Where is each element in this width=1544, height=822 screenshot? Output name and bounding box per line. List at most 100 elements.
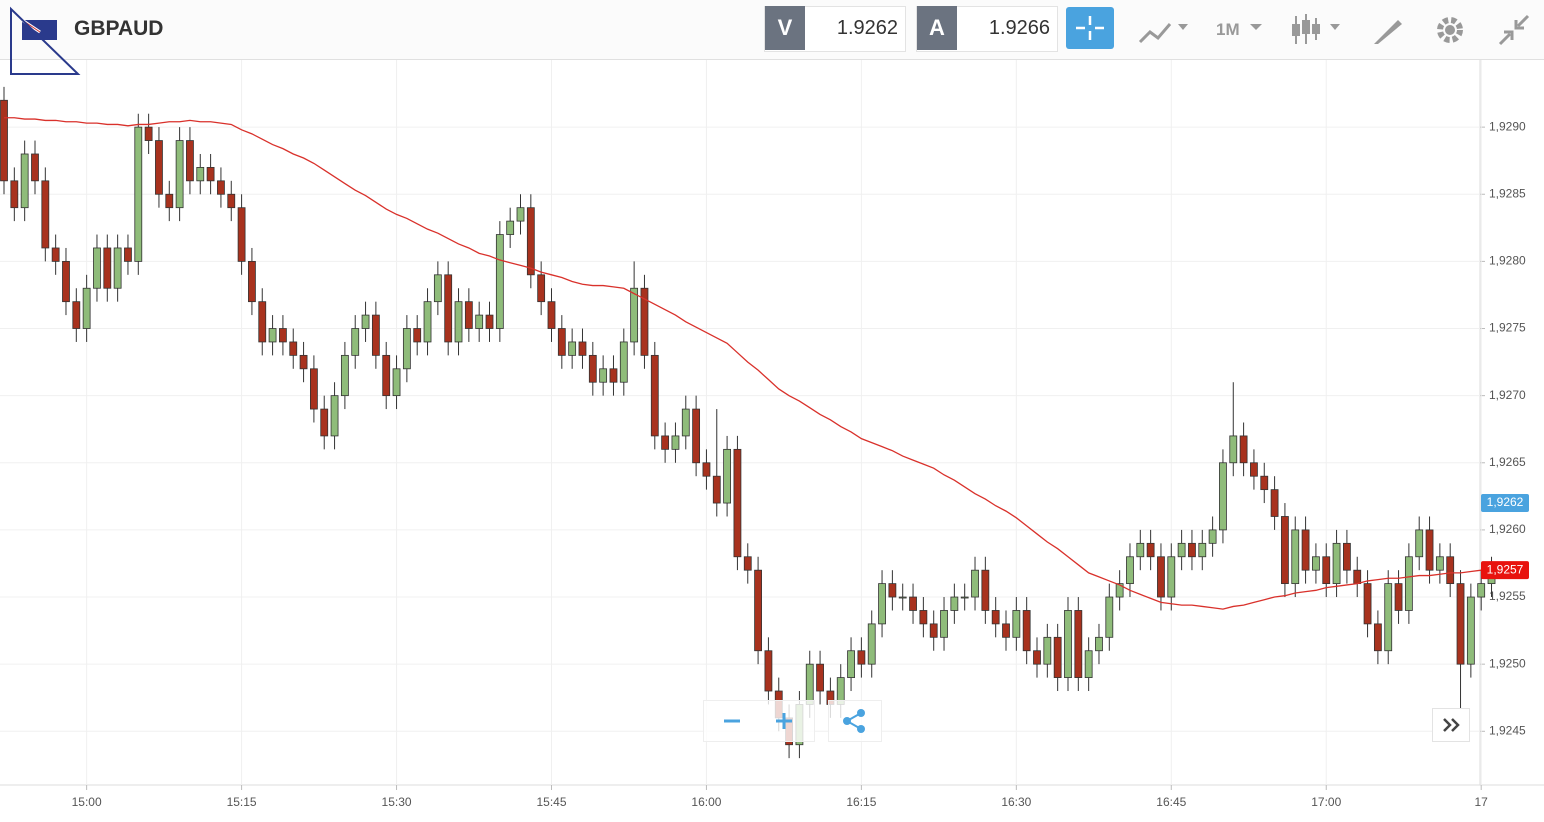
candle-body — [981, 569, 990, 611]
candle-body — [1477, 583, 1486, 598]
candle-body — [62, 260, 70, 303]
moving-average — [4, 117, 1492, 610]
candle-body — [433, 274, 442, 303]
candle-body — [371, 314, 380, 356]
candle-body — [547, 301, 556, 329]
candle-body — [888, 583, 897, 598]
x-tick-label: 16:45 — [1156, 795, 1186, 809]
crosshair-button[interactable] — [1066, 7, 1114, 49]
candle-body — [279, 328, 287, 343]
candle-body — [619, 341, 628, 383]
toolbar: GBPAUD V 1.9262 A 1.9266 1M — [0, 0, 1544, 75]
candle-body — [1157, 556, 1165, 598]
bid-label: V — [765, 6, 805, 50]
candle-body — [1435, 556, 1444, 571]
candle-body — [857, 650, 866, 665]
candle-body — [557, 328, 566, 356]
collapse-button[interactable] — [1496, 10, 1536, 50]
candle-body — [1043, 636, 1052, 665]
candle-body — [661, 435, 670, 450]
candle-body — [1404, 556, 1413, 611]
candles-button[interactable] — [1288, 10, 1348, 50]
x-tick-label: 15:30 — [382, 795, 412, 809]
scroll-icon — [1443, 718, 1460, 732]
y-tick-label: 1,9255 — [1489, 589, 1526, 603]
symbol: GBPAUD — [74, 17, 164, 40]
candle-body — [1373, 623, 1382, 652]
candle-body — [1177, 542, 1186, 558]
candle-body — [537, 274, 546, 303]
settings-button[interactable] — [1432, 10, 1472, 50]
candle-body — [1343, 542, 1351, 571]
candle-body — [1064, 610, 1072, 678]
scroll-end-button[interactable] — [1432, 708, 1470, 742]
chart-type-button[interactable] — [1134, 10, 1194, 50]
candle-body — [134, 126, 143, 262]
candle-body — [640, 287, 649, 356]
candle-body — [650, 354, 659, 437]
draw-button[interactable] — [1368, 10, 1408, 50]
y-tick-label: 1,9290 — [1489, 119, 1526, 133]
candle-body — [82, 287, 91, 329]
x-tick-label: 15:00 — [72, 795, 102, 809]
candle-body — [1136, 542, 1145, 558]
last-price-tag-label: 1,9257 — [1487, 562, 1524, 576]
candle-body — [909, 596, 917, 611]
candle-body — [423, 301, 432, 343]
candle-body — [588, 354, 597, 383]
candle-body — [186, 140, 194, 182]
timeframe[interactable]: 1M — [1216, 20, 1240, 39]
candle-body — [516, 207, 525, 222]
candle-body — [764, 650, 773, 692]
candle-body — [299, 354, 308, 370]
candle-body — [217, 180, 225, 195]
candle-body — [165, 193, 174, 209]
zoom-control[interactable] — [703, 700, 815, 742]
candle-body — [950, 596, 959, 611]
candle-body — [361, 314, 370, 329]
candle-body — [1002, 623, 1010, 638]
y-tick-label: 1,9265 — [1489, 455, 1526, 469]
candle-body — [268, 328, 277, 343]
candle-body — [1446, 556, 1455, 585]
candle-body — [248, 260, 256, 303]
candle-body — [1208, 529, 1217, 544]
candle-body — [72, 301, 81, 329]
bid-price-tag-label: 1,9262 — [1487, 495, 1524, 509]
candle-body — [1198, 542, 1207, 558]
candle-body — [1012, 610, 1021, 638]
y-tick-label: 1,9250 — [1489, 656, 1526, 670]
y-tick-label: 1,9245 — [1489, 723, 1526, 737]
candle-body — [1219, 462, 1227, 531]
candle-body — [526, 207, 535, 276]
x-tick-label: 16:00 — [691, 795, 721, 809]
candle-body — [609, 368, 618, 383]
y-tick-label: 1,9270 — [1489, 388, 1526, 402]
x-tick-label: 15:45 — [536, 795, 566, 809]
share-button[interactable] — [828, 700, 882, 742]
candle-body — [1229, 435, 1238, 464]
candle-body — [93, 247, 101, 289]
candle-body — [31, 153, 39, 182]
candle-body — [1084, 650, 1093, 678]
ask-label: A — [917, 6, 957, 50]
candle-body — [1291, 529, 1300, 585]
candle-body — [413, 328, 422, 343]
x-tick-label: 17:00 — [1311, 795, 1341, 809]
candle-body — [1260, 475, 1269, 491]
x-tick-label: 16:30 — [1001, 795, 1031, 809]
y-tick-label: 1,9275 — [1489, 321, 1526, 335]
candle-body — [599, 368, 608, 383]
candle-body — [1363, 583, 1372, 625]
candle-body — [1281, 516, 1289, 585]
candle-body — [289, 341, 298, 356]
candle-body — [816, 663, 824, 692]
zoom-icons — [724, 713, 792, 729]
candle-body — [1053, 636, 1062, 678]
candle-body — [392, 368, 401, 397]
candle-body — [878, 583, 886, 625]
y-tick-label: 1,9285 — [1489, 186, 1526, 200]
candle-body — [1466, 596, 1475, 665]
candle-body — [1074, 610, 1083, 678]
